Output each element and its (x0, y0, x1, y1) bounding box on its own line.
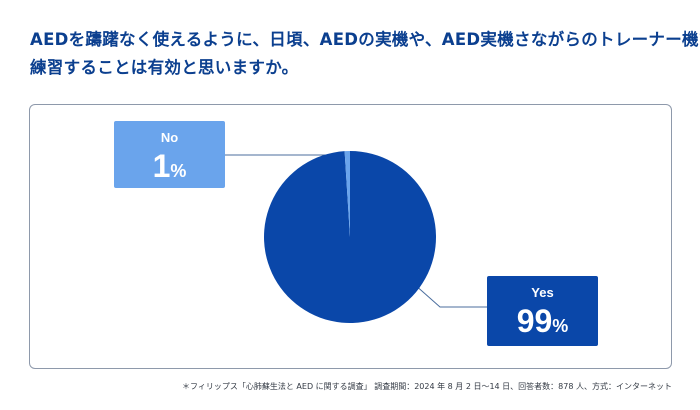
question-title: AEDを躊躇なく使えるように、日頃、AEDの実機や、AED実機さながらのトレーナ… (30, 26, 700, 82)
yes-value: 99% (487, 302, 598, 345)
yes-leader-line (413, 283, 487, 308)
yes-value-number: 99 (516, 303, 553, 339)
no-label: No (160, 130, 179, 145)
pie-slice-yes (264, 151, 437, 323)
no-value-number: 1 (152, 148, 171, 184)
no-callout: No 1% (114, 121, 225, 188)
no-value-unit: % (170, 161, 187, 181)
pie-slice-no (344, 151, 350, 237)
title-line-1: AEDを躊躇なく使えるように、日頃、AEDの実機や、AED実機さながらのトレーナ… (30, 30, 700, 49)
yes-value-unit: % (552, 316, 569, 336)
title-line-2: 練習することは有効と思いますか。 (30, 58, 299, 77)
yes-callout: Yes 99% (487, 276, 598, 346)
yes-label: Yes (531, 285, 554, 300)
no-value: 1% (114, 147, 225, 190)
survey-footnote: ＊フィリップス「心肺蘇生法と AED に関する調査」 調査期間：2024 年 8… (182, 382, 672, 391)
